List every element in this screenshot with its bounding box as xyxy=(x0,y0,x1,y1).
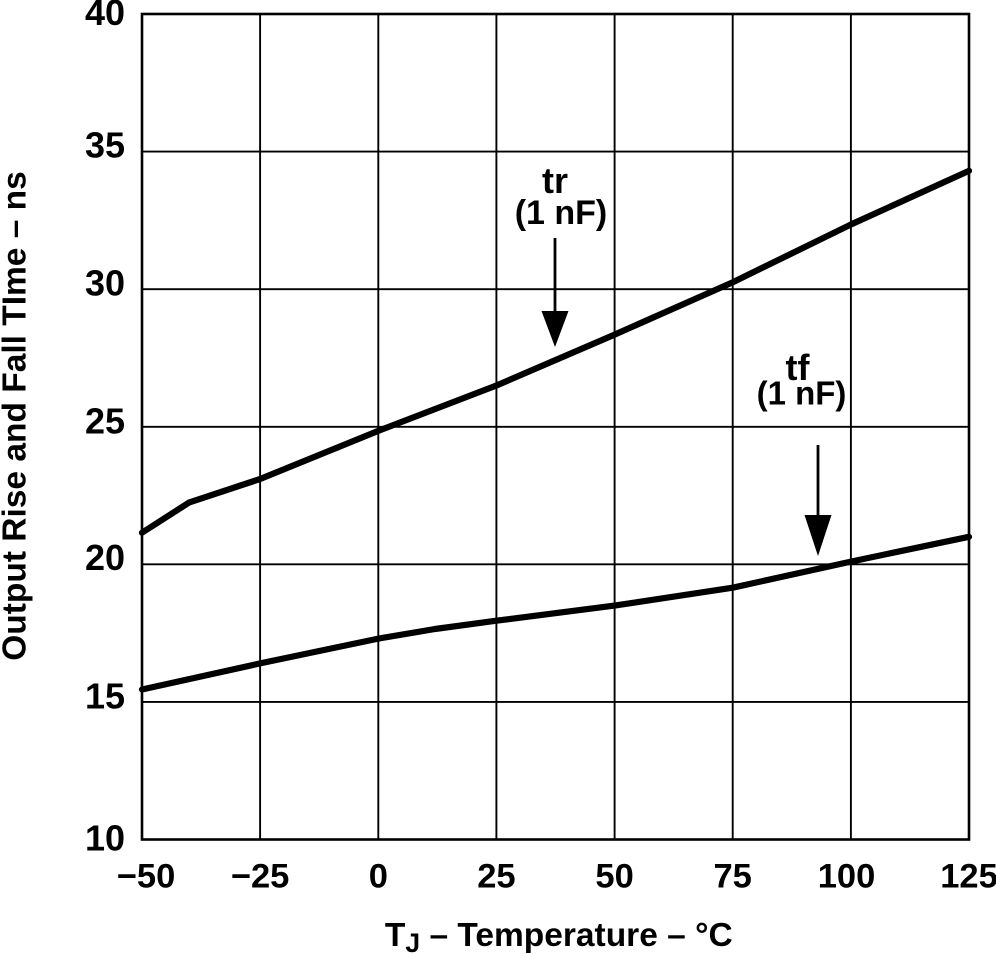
svg-text:30: 30 xyxy=(85,263,125,304)
svg-text:(1 nF): (1 nF) xyxy=(515,194,608,232)
svg-text:100: 100 xyxy=(818,858,876,896)
svg-text:20: 20 xyxy=(85,537,125,578)
svg-text:75: 75 xyxy=(714,858,752,896)
svg-text:35: 35 xyxy=(85,124,125,165)
svg-text:125: 125 xyxy=(940,858,996,896)
svg-text:−50: −50 xyxy=(117,858,176,896)
svg-text:25: 25 xyxy=(85,400,125,441)
svg-text:TJ – Temperature – °C: TJ – Temperature – °C xyxy=(385,917,733,954)
svg-text:10: 10 xyxy=(85,817,125,858)
svg-text:tf: tf xyxy=(786,347,811,388)
svg-text:50: 50 xyxy=(595,858,633,896)
svg-text:(1 nF): (1 nF) xyxy=(757,375,847,412)
svg-text:15: 15 xyxy=(85,675,125,716)
svg-text:0: 0 xyxy=(369,858,388,896)
svg-text:25: 25 xyxy=(477,858,515,896)
svg-text:−25: −25 xyxy=(231,858,290,896)
svg-text:Output Rise and Fall TIme – ns: Output Rise and Fall TIme – ns xyxy=(0,171,34,661)
svg-text:40: 40 xyxy=(85,0,125,33)
svg-text:tr: tr xyxy=(542,160,568,201)
